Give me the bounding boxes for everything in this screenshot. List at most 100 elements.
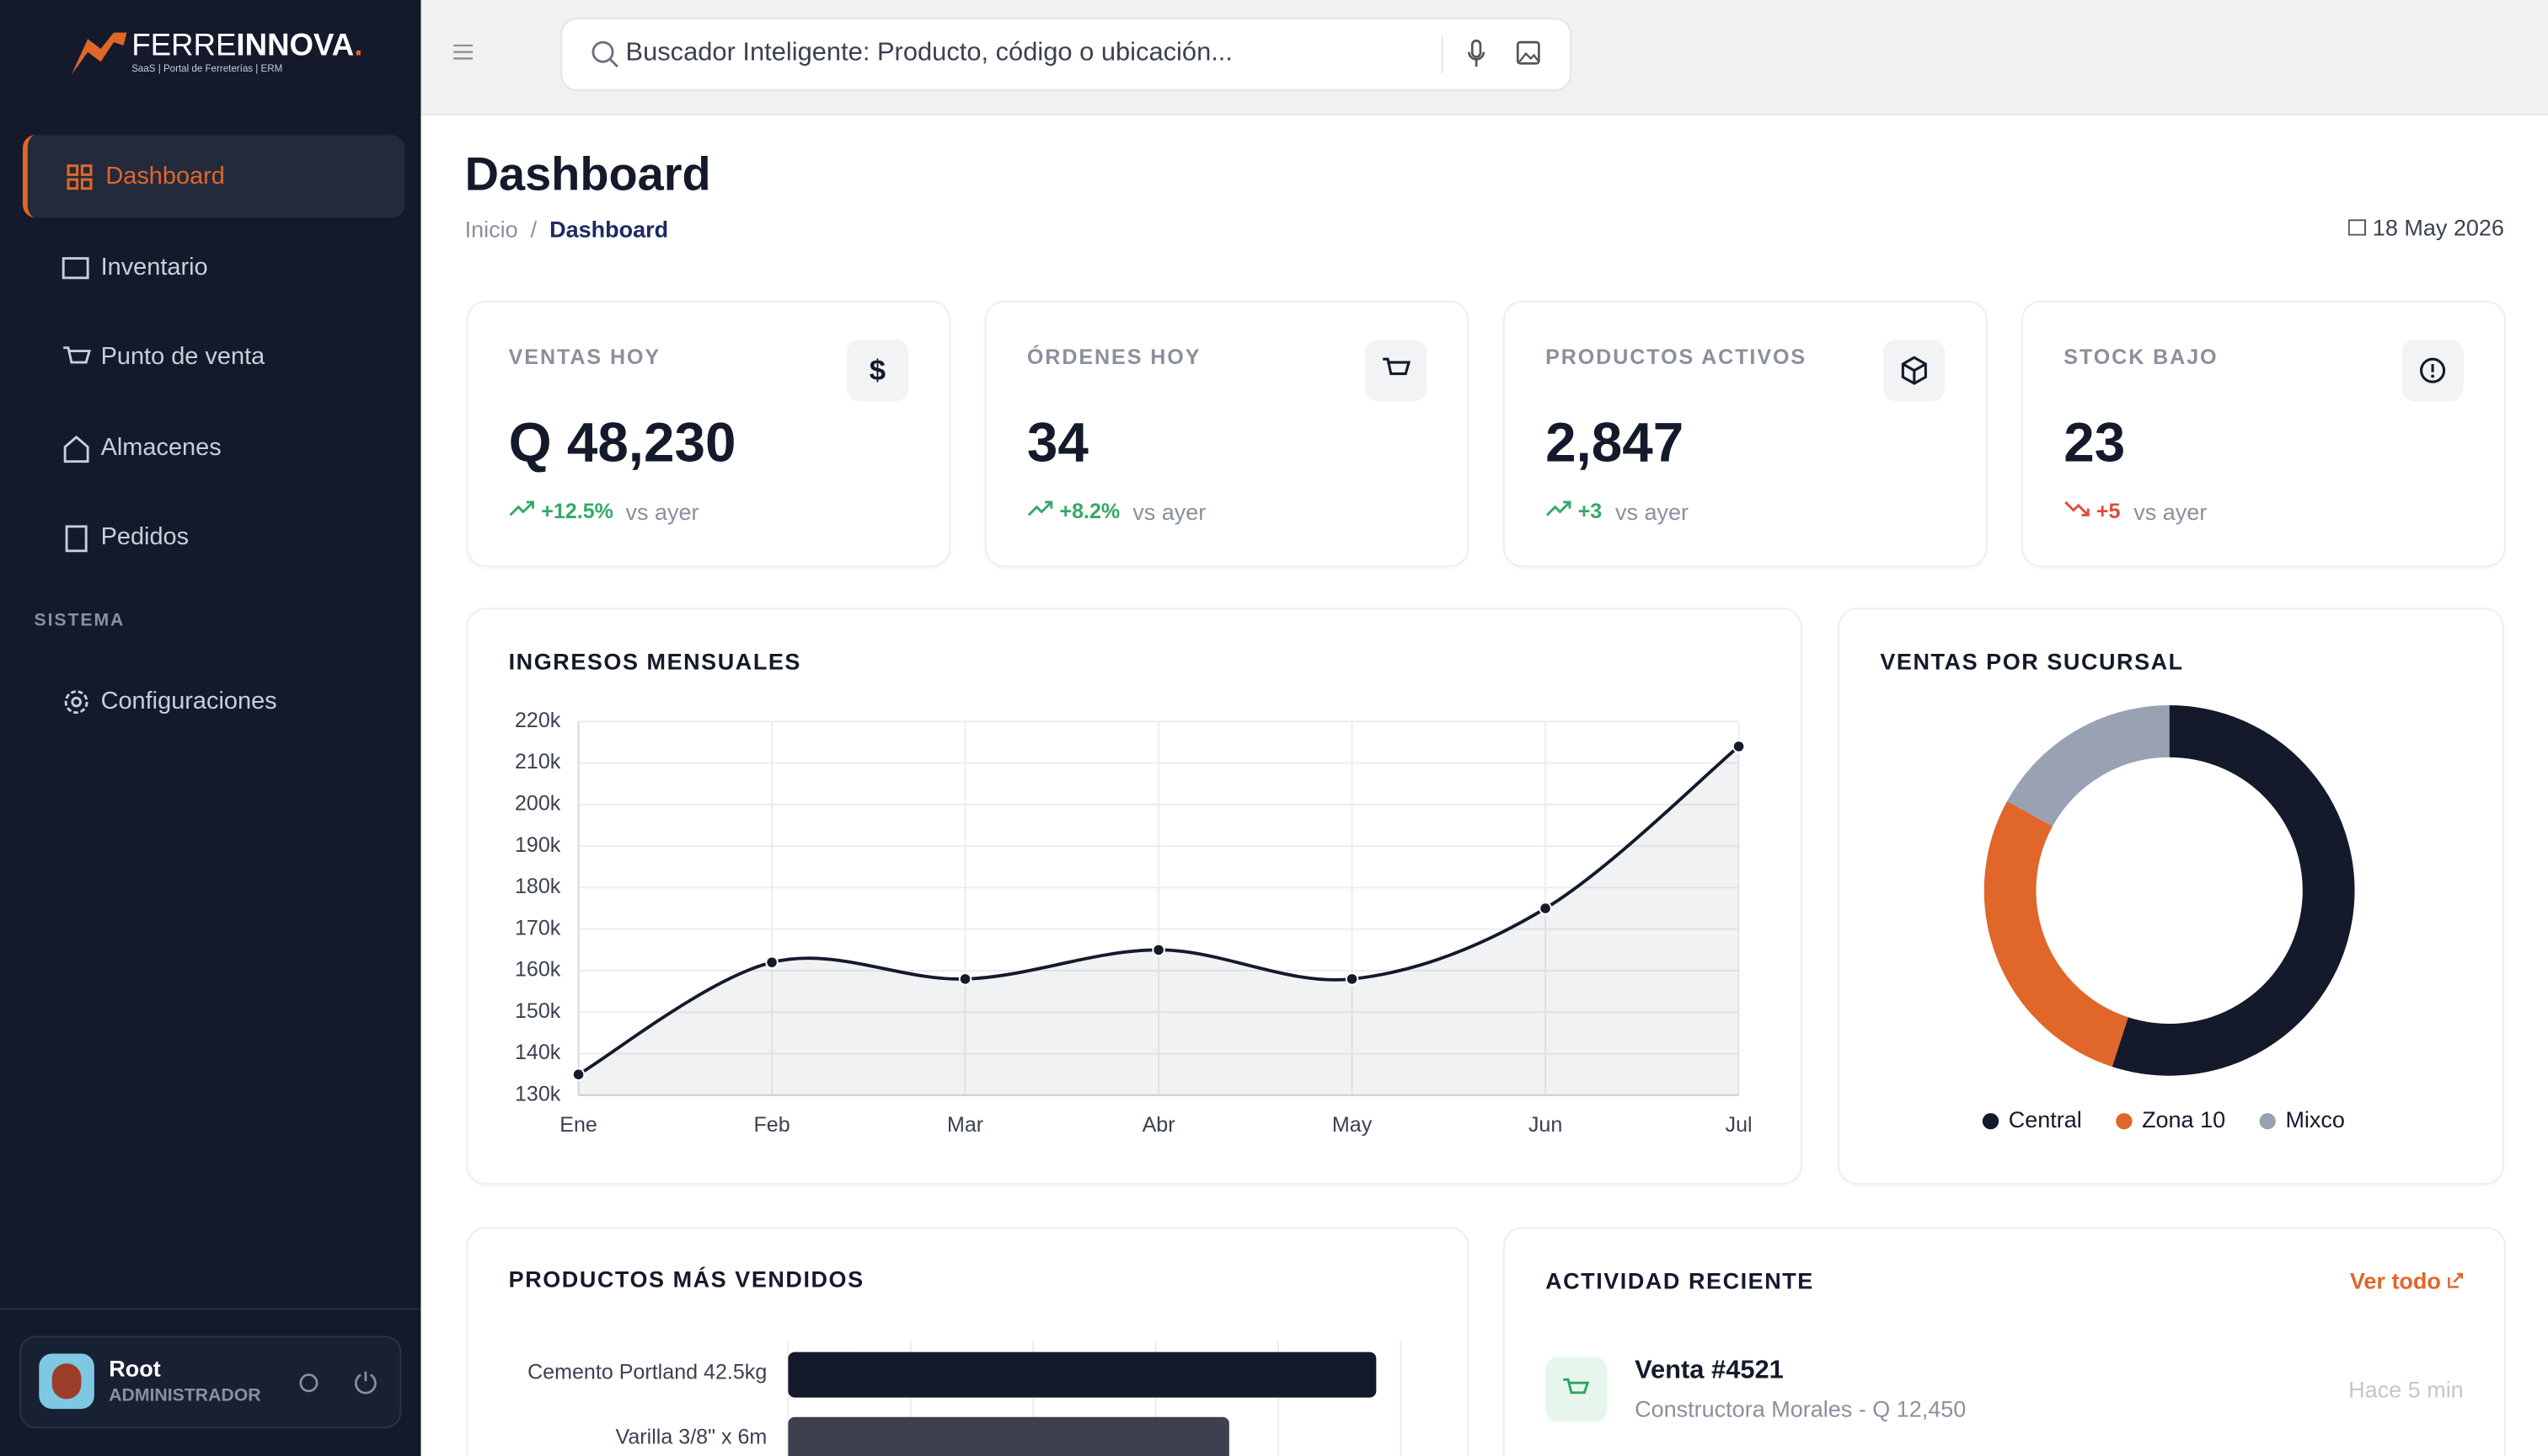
y-tick-label: 180k [515, 875, 561, 898]
legend-dot [1982, 1113, 1999, 1130]
activity-item-title: Venta #4521 [1635, 1357, 1784, 1385]
tagline: SaaS | Portal de Ferreterías | ERM [131, 65, 283, 75]
nav-item[interactable]: Almacenes [23, 406, 399, 489]
kpi-change: +12.5% [541, 499, 613, 523]
page-title: Dashboard [464, 149, 711, 202]
kpi-card: VENTAS HOY $ Q 48,230 +12.5% vs ayer [466, 300, 951, 568]
view-all[interactable]: Ver todo [2350, 1267, 2464, 1293]
brand-b: INNOVA [236, 29, 355, 64]
kpi-label: VENTAS HOY [508, 344, 661, 369]
trend-icon [509, 497, 535, 528]
kpi-note: vs ayer [2133, 499, 2208, 525]
bar [788, 1352, 1377, 1398]
point [1732, 740, 1746, 753]
kpi-icon: $ [846, 340, 909, 402]
sidebar: FERREINNOVA. SaaS | Portal de Ferretería… [0, 0, 421, 1456]
nav-item[interactable]: Pedidos [23, 495, 399, 578]
kpi-icon [1364, 340, 1427, 402]
area [578, 746, 1739, 1095]
kpi-label: STOCK BAJO [2064, 344, 2219, 369]
x-tick-label: Abr [1143, 1113, 1175, 1137]
donut-segment [2006, 704, 2171, 827]
section-label: SISTEMA [34, 611, 126, 631]
trend-icon [1027, 497, 1053, 528]
kpi-icon [2401, 340, 2464, 402]
nav-label: Dashboard [105, 162, 225, 190]
kpi-note: vs ayer [625, 499, 699, 525]
nav-item[interactable]: Configuraciones [23, 660, 399, 742]
legend-label: Zona 10 [2142, 1107, 2225, 1132]
user-card: Root ADMINISTRADOR [19, 1336, 402, 1429]
point [1539, 902, 1552, 915]
search-box[interactable]: Buscador Inteligente: Producto, código o… [560, 18, 1571, 91]
y-tick-label: 200k [515, 791, 561, 815]
kpi-card: PRODUCTOS ACTIVOS 2,847 +3 vs ayer [1502, 300, 1988, 568]
y-tick-label: 130k [515, 1082, 561, 1105]
y-tick-label: 210k [515, 750, 561, 774]
x-tick-label: Jul [1726, 1113, 1753, 1137]
nav-item[interactable]: Punto de venta [23, 315, 399, 398]
kpi-note: vs ayer [1614, 499, 1689, 525]
brand-a: FERRE [131, 29, 237, 64]
brand: FERREINNOVA. [131, 29, 362, 65]
crumb-current: Dashboard [549, 216, 669, 243]
line-card: INGRESOS MENSUALES [466, 608, 1802, 1185]
trend-icon [1545, 497, 1571, 528]
menu-button[interactable] [453, 44, 474, 60]
kpi-icon [1883, 340, 1946, 402]
kpi-card: ÓRDENES HOY 34 +8.2% vs ayer [984, 300, 1469, 568]
y-tick-label: Cemento Portland 42.5kg [527, 1360, 767, 1384]
bar [788, 1416, 1229, 1456]
crumb[interactable]: Inicio [464, 216, 518, 243]
legend-dot [2116, 1113, 2133, 1130]
crumb-separator: / [530, 216, 538, 243]
activity-title: ACTIVIDAD RECIENTE [1545, 1267, 1814, 1294]
activity-item-time: Hace 5 min [2348, 1376, 2464, 1403]
nav-label: Almacenes [100, 433, 222, 462]
kpi-note: vs ayer [1132, 499, 1207, 525]
nav-item[interactable]: Inventario [23, 226, 399, 308]
legend-label: Mixco [2285, 1107, 2344, 1132]
nav-label: Inventario [100, 253, 208, 281]
user-name: Root [109, 1355, 161, 1382]
legend-label: Central [2009, 1107, 2082, 1132]
brand-dot: . [354, 29, 363, 64]
point [958, 972, 972, 986]
avatar [39, 1353, 94, 1410]
date-text: 18 May 2026 [2372, 214, 2504, 241]
divider [0, 1308, 421, 1310]
chart-title: INGRESOS MENSUALES [508, 648, 801, 675]
point [1152, 943, 1165, 957]
svg-text:$: $ [870, 355, 886, 387]
y-tick-label: 190k [515, 833, 561, 857]
x-tick-label: May [1332, 1113, 1373, 1137]
point [1345, 972, 1359, 986]
nav-item[interactable]: Dashboard [22, 135, 405, 218]
topbar: Buscador Inteligente: Producto, código o… [420, 0, 2548, 115]
y-tick-label: Varilla 3/8" x 6m [616, 1425, 768, 1448]
search-placeholder: Buscador Inteligente: Producto, código o… [625, 39, 1233, 67]
activity-item-detail: Constructora Morales - Q 12,450 [1635, 1395, 1967, 1422]
x-tick-label: Mar [947, 1113, 983, 1137]
kpi-change: +5 [2096, 499, 2121, 523]
kpi-label: PRODUCTOS ACTIVOS [1545, 344, 1807, 369]
activity-card: ACTIVIDAD RECIENTE Ver todo Venta #4521 … [1502, 1227, 2506, 1456]
y-tick-label: 160k [515, 958, 561, 982]
y-tick-label: 150k [515, 999, 561, 1023]
nav-label: Pedidos [100, 522, 190, 551]
donut-card: VENTAS POR SUCURSAL [1838, 608, 2504, 1185]
date: 18 May 2026 [2347, 214, 2504, 241]
nav-label: Configuraciones [100, 687, 277, 715]
nav-label: Punto de venta [100, 342, 265, 371]
search-tools[interactable] [1466, 39, 1544, 68]
x-tick-label: Feb [753, 1113, 790, 1137]
chart-title: PRODUCTOS MÁS VENDIDOS [508, 1266, 864, 1293]
point [765, 956, 779, 969]
user-role: ADMINISTRADOR [109, 1386, 261, 1406]
donut-segment [1983, 800, 2129, 1067]
kpi-card: STOCK BAJO 23 +5 vs ayer [2021, 300, 2506, 568]
user-actions[interactable] [297, 1370, 385, 1396]
chart-title: VENTAS POR SUCURSAL [1880, 648, 2184, 675]
y-tick-label: 140k [515, 1041, 561, 1064]
